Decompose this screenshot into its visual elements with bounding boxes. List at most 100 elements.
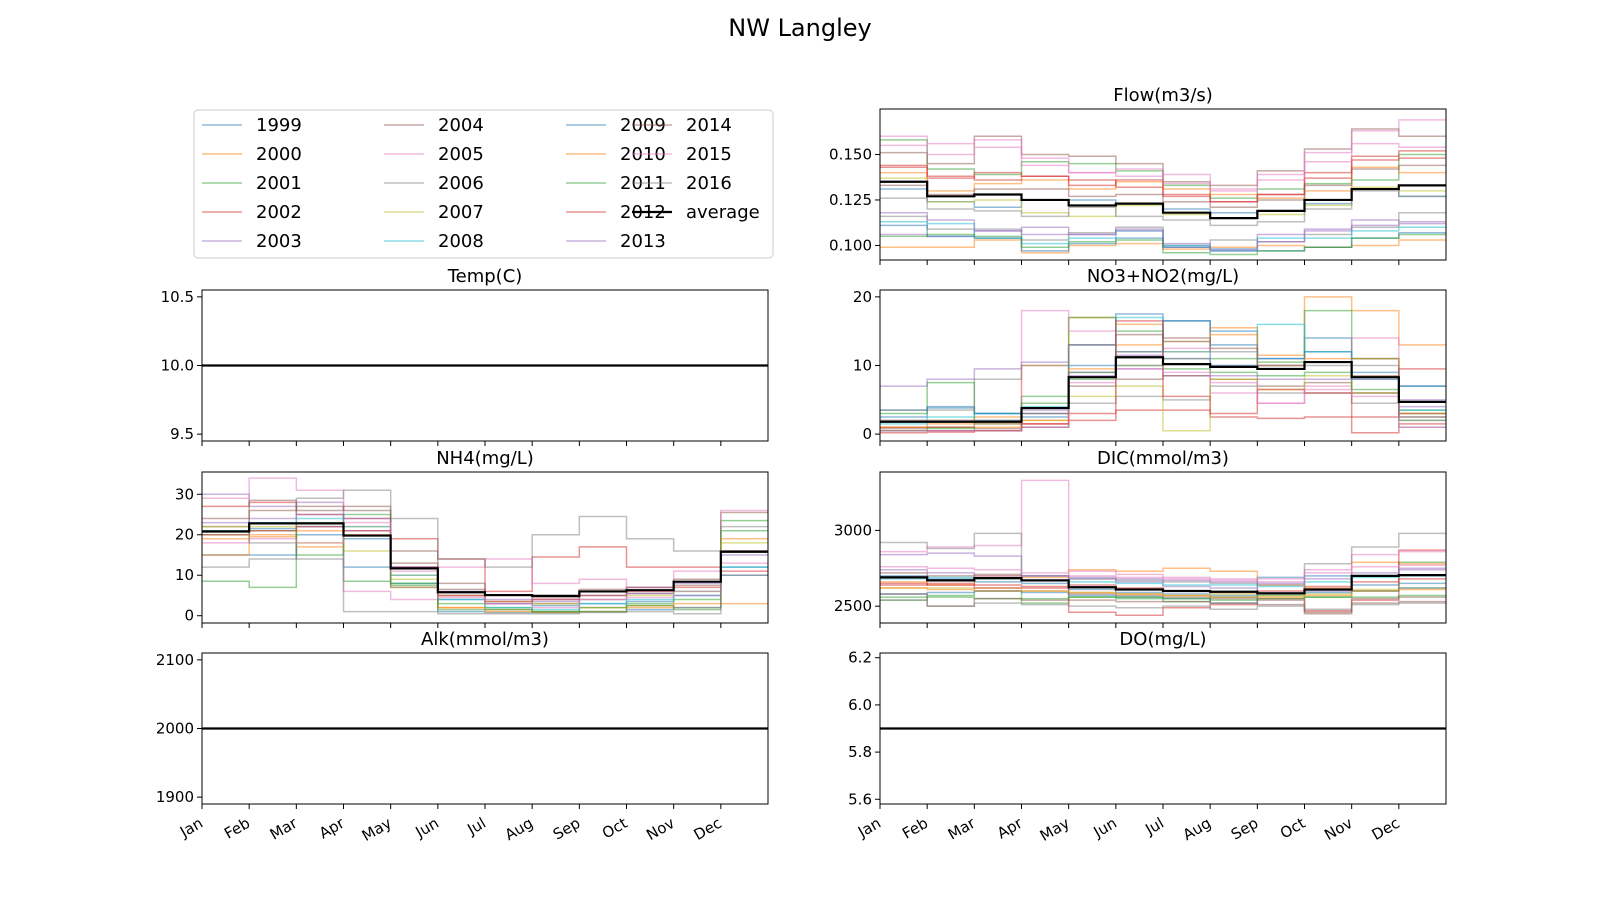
- legend-item-2015: 2015: [632, 144, 732, 165]
- legend-box: [193, 109, 774, 259]
- legend-label: 2002: [256, 202, 302, 223]
- panel-no3-no2-mg-l: NO3+NO2(mg/L) 0 10 20: [853, 266, 1447, 446]
- x-tick-label: Oct: [599, 814, 631, 843]
- panel-title: Alk(mmol/m3): [421, 629, 549, 650]
- y-tick-label: 6.2: [848, 649, 872, 667]
- panel-nh4-mg-l: NH4(mg/L) 0 10 20 30: [175, 448, 769, 628]
- x-tick-label: Aug: [502, 814, 536, 844]
- x-tick-label: Apr: [316, 813, 348, 842]
- x-tick-label: Aug: [1180, 814, 1214, 844]
- series-line-2016: [880, 190, 1446, 227]
- legend-label: 2003: [256, 231, 302, 252]
- y-tick-label: 3000: [834, 521, 872, 539]
- series-line-2015: [880, 142, 1446, 190]
- legend-item-2013: 2013: [566, 231, 666, 252]
- series-line-2011: [880, 233, 1446, 256]
- x-tick-label: Dec: [691, 814, 725, 844]
- legend-label: 2013: [620, 231, 666, 252]
- x-tick-label: Feb: [221, 814, 253, 843]
- plot-area: [880, 479, 1446, 617]
- legend-label: 2005: [438, 144, 484, 165]
- legend-label: 2001: [256, 173, 302, 194]
- legend-label: 2004: [438, 115, 484, 136]
- y-tick-label: 2000: [156, 720, 194, 738]
- y-tick-label: 0.150: [829, 145, 872, 163]
- series-line-average: [880, 180, 1446, 220]
- legend-item-average: average: [632, 202, 760, 223]
- x-tick-label: Jul: [1141, 814, 1167, 839]
- y-tick-label: 0: [184, 607, 194, 625]
- legend-label: 1999: [256, 115, 302, 136]
- plot-area: [880, 119, 1446, 256]
- plot-area: [202, 477, 768, 615]
- legend-label: 2000: [256, 144, 302, 165]
- y-tick-label: 9.5: [170, 425, 194, 443]
- y-tick-label: 30: [175, 485, 194, 503]
- y-tick-label: 6.0: [848, 696, 872, 714]
- series-line-2005: [880, 479, 1446, 580]
- x-tick-label: Oct: [1277, 814, 1309, 843]
- y-tick-label: 10: [853, 357, 872, 375]
- series-line-average: [880, 573, 1446, 595]
- x-tick-label: May: [359, 814, 395, 845]
- legend-label: 2015: [686, 144, 732, 165]
- series-line-average: [202, 522, 768, 597]
- x-tick-label: Mar: [267, 813, 301, 843]
- x-tick-label: Jun: [412, 814, 442, 842]
- y-tick-label: 2500: [834, 597, 872, 615]
- panel-title: NH4(mg/L): [436, 448, 534, 469]
- y-tick-label: 0.125: [829, 191, 872, 209]
- x-tick-label: Sep: [1228, 814, 1261, 844]
- legend-item-2004: 2004: [384, 115, 484, 136]
- x-tick-label: Feb: [899, 814, 931, 843]
- x-tick-label: Nov: [1321, 814, 1355, 844]
- series-line-2016: [880, 599, 1446, 610]
- plot-area: [880, 296, 1446, 434]
- x-tick-label: Apr: [994, 813, 1026, 842]
- series-line-2002: [202, 501, 768, 593]
- y-tick-label: 5.6: [848, 790, 872, 808]
- panel-title: Flow(m3/s): [1113, 85, 1213, 106]
- series-line-2014: [880, 164, 1446, 208]
- legend-item-1999: 1999: [202, 115, 302, 136]
- series-line-2006: [880, 532, 1446, 586]
- y-tick-label: 0: [862, 425, 872, 443]
- panel-dic-mmol-m3: DIC(mmol/m3) 2500 3000: [834, 448, 1447, 628]
- y-tick-label: 20: [175, 526, 194, 544]
- y-tick-label: 1900: [156, 788, 194, 806]
- legend: 1999 2000 2001 2002 2003 2004 2005 2006 2007 2008…: [193, 109, 774, 259]
- legend-label: 2007: [438, 202, 484, 223]
- x-tick-label: May: [1037, 814, 1073, 845]
- legend-label: 2016: [686, 173, 732, 194]
- legend-item-2016: 2016: [632, 173, 732, 194]
- legend-label: average: [686, 202, 760, 223]
- x-tick-label: Jun: [1090, 814, 1120, 842]
- series-line-2013: [880, 211, 1446, 250]
- x-tick-label: Jan: [854, 814, 884, 842]
- x-tick-label: Mar: [945, 813, 979, 843]
- panel-title: NO3+NO2(mg/L): [1087, 266, 1239, 287]
- panel-do-mg-l: DO(mg/L) 5.6 5.8 6.0 6.2 Jan Feb Mar Apr May Jun Ju…: [848, 629, 1447, 845]
- y-tick-label: 10: [175, 566, 194, 584]
- legend-item-2003: 2003: [202, 231, 302, 252]
- panel-title: Temp(C): [447, 266, 523, 287]
- legend-label: 2008: [438, 231, 484, 252]
- legend-item-2005: 2005: [384, 144, 484, 165]
- y-tick-label: 2100: [156, 651, 194, 669]
- legend-item-2008: 2008: [384, 231, 484, 252]
- series-line-2015: [880, 564, 1446, 583]
- y-tick-label: 20: [853, 288, 872, 306]
- legend-item-2000: 2000: [202, 144, 302, 165]
- legend-item-2014: 2014: [632, 115, 732, 136]
- panel-title: DO(mg/L): [1119, 629, 1206, 650]
- x-tick-label: Jan: [176, 814, 206, 842]
- figure-title: NW Langley: [728, 14, 871, 42]
- legend-label: 2014: [686, 115, 732, 136]
- panel-flow-m3-s: Flow(m3/s) 0.100 0.125 0.150: [829, 85, 1447, 265]
- series-line-2016: [202, 529, 768, 615]
- x-tick-label: Jul: [463, 814, 489, 839]
- series-line-2016: [880, 340, 1446, 418]
- series-line-2010: [880, 587, 1446, 598]
- legend-item-2006: 2006: [384, 173, 484, 194]
